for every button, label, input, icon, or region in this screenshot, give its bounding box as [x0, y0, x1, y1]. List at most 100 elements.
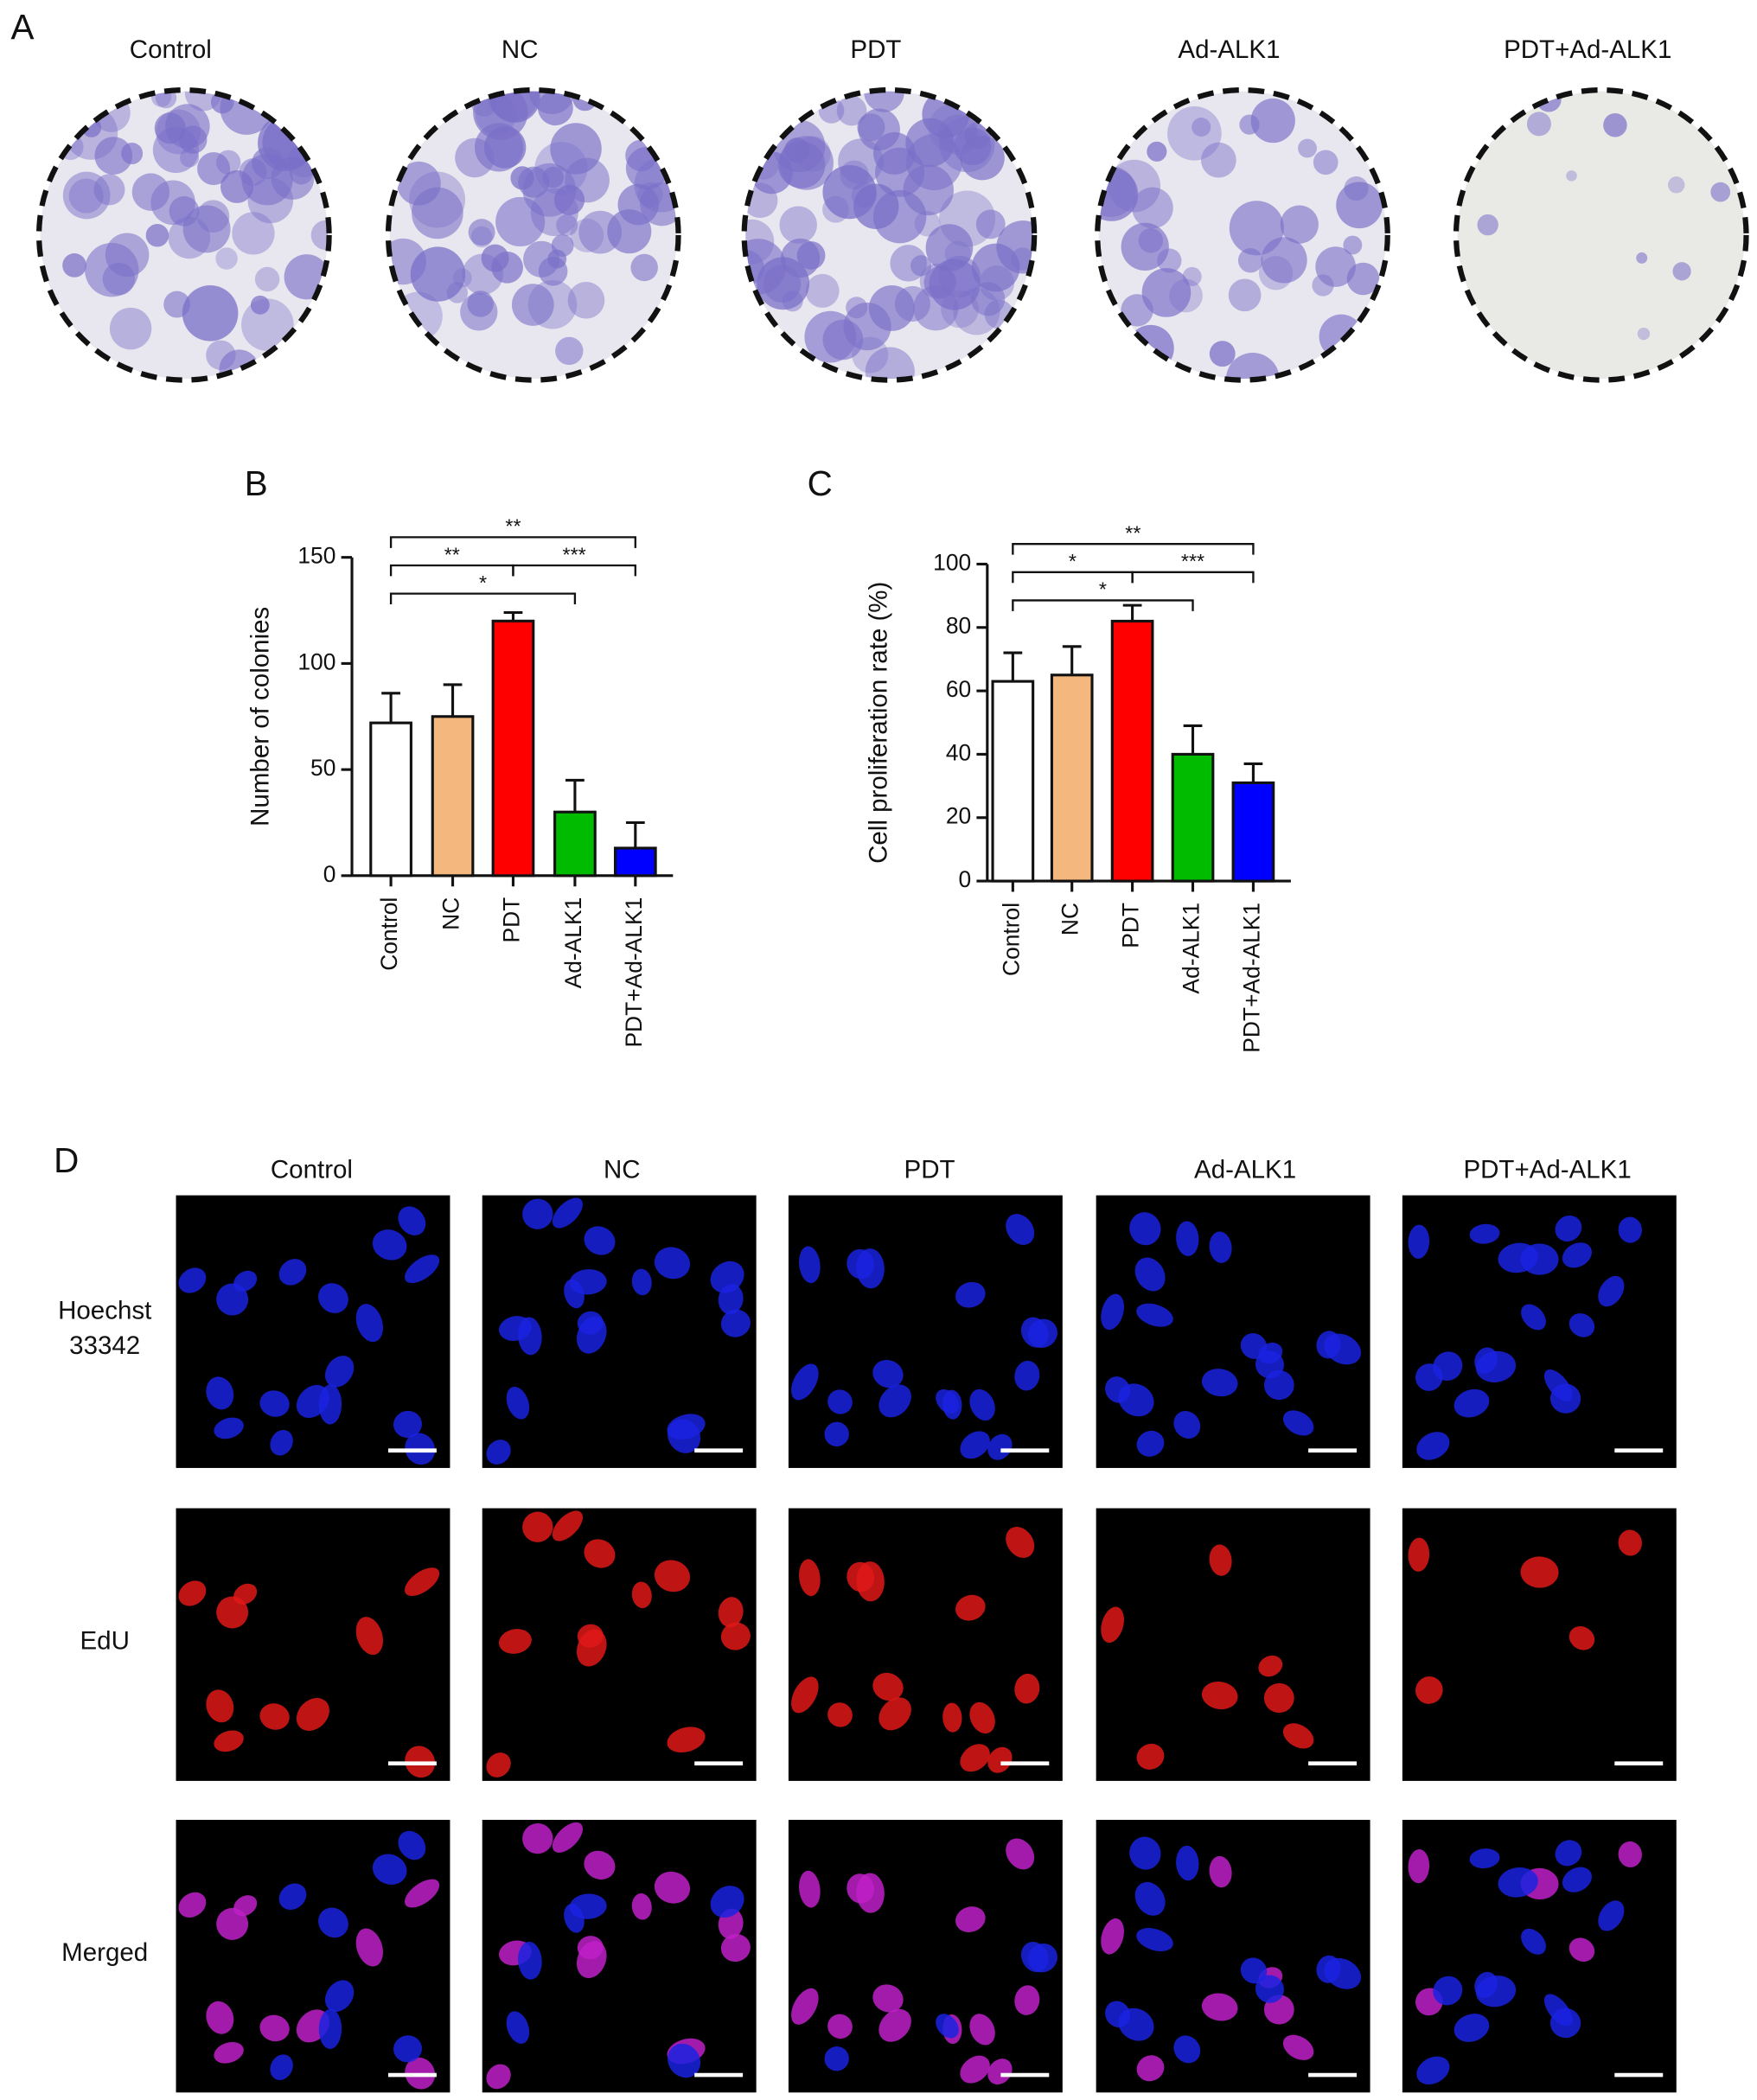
nucleus	[720, 1622, 751, 1650]
row-label: Hoechst	[58, 1297, 151, 1325]
nucleus	[1129, 1836, 1161, 1870]
colony	[784, 137, 809, 163]
nucleus	[486, 1439, 511, 1465]
colony	[511, 284, 554, 326]
plate	[745, 91, 1033, 380]
nucleus	[577, 1311, 604, 1335]
colony	[462, 253, 503, 295]
significance: *	[1069, 550, 1077, 572]
nucleus	[710, 1261, 744, 1293]
colony	[905, 133, 962, 190]
nucleus	[259, 1703, 290, 1730]
nucleus	[577, 1936, 604, 1960]
nucleus	[206, 2001, 234, 2034]
colony	[206, 340, 236, 370]
bar	[431, 715, 475, 878]
colony	[873, 131, 916, 175]
bar	[1171, 752, 1215, 883]
colony	[523, 240, 560, 278]
bracket	[512, 564, 636, 577]
nucleus	[878, 1697, 911, 1731]
colony	[220, 91, 273, 135]
nucleus	[799, 1559, 821, 1597]
nucleus	[522, 1511, 553, 1542]
nucleus	[1316, 1331, 1341, 1359]
nucleus	[584, 1850, 616, 1880]
nucleus	[405, 1254, 440, 1284]
nucleus	[1469, 1223, 1500, 1244]
nucleus	[1415, 1676, 1443, 1704]
nucleus	[1569, 1937, 1595, 1962]
colony	[1209, 341, 1236, 367]
bracket	[389, 536, 636, 548]
panel-letter: B	[245, 463, 268, 503]
nucleus	[270, 1429, 293, 1456]
nucleus	[969, 1701, 995, 1734]
colony	[182, 205, 231, 253]
nucleus	[259, 1390, 290, 1417]
x-tick-label: Control	[376, 897, 402, 971]
nucleus	[631, 1581, 652, 1609]
colony	[1603, 113, 1627, 137]
nucleus	[987, 2059, 1013, 2085]
nucleus	[324, 1980, 355, 2012]
nucleus	[1006, 1214, 1035, 1245]
nucleus	[1176, 1845, 1199, 1881]
nucleus	[233, 1583, 258, 1605]
colony	[254, 266, 280, 292]
nucleus	[522, 1198, 553, 1229]
nucleus	[955, 1281, 986, 1308]
row-label: EdU	[80, 1627, 130, 1656]
y-tick-label: 0	[959, 866, 972, 892]
nucleus	[1498, 1867, 1538, 1898]
nucleus	[1173, 2035, 1201, 2064]
nucleus	[1258, 1655, 1283, 1677]
nucleus	[1562, 1867, 1592, 1893]
colony	[805, 273, 840, 308]
bar	[1050, 673, 1094, 883]
y-tick-label: 0	[323, 861, 336, 887]
nucleus	[1433, 1351, 1463, 1382]
nucleus	[552, 1510, 583, 1541]
colony	[542, 166, 565, 188]
nucleus	[518, 1941, 542, 1980]
nucleus	[791, 1363, 819, 1401]
nucleus	[987, 1433, 1013, 1460]
nucleus	[824, 1421, 849, 1447]
y-tick-label: 100	[297, 648, 335, 674]
colony	[1298, 138, 1317, 158]
colony	[215, 247, 238, 270]
nucleus	[960, 2055, 990, 2084]
x-tick-label: PDT	[1118, 903, 1144, 948]
nucleus	[1521, 1304, 1546, 1331]
nucleus	[1549, 2007, 1581, 2039]
colony	[1280, 205, 1319, 244]
nucleus	[372, 1229, 407, 1261]
nucleus	[206, 1376, 234, 1410]
nucleus	[506, 1386, 530, 1420]
column-label: PDT	[850, 35, 901, 64]
nucleus	[506, 2011, 530, 2044]
colony	[1127, 324, 1174, 372]
colony	[284, 254, 329, 300]
colony	[779, 206, 817, 244]
colony	[975, 209, 1006, 239]
nucleus	[178, 1580, 207, 1606]
nucleus	[1598, 1900, 1625, 1931]
nucleus	[847, 1248, 875, 1280]
nucleus	[1263, 1682, 1294, 1714]
y-tick-label: 80	[946, 613, 971, 639]
nucleus	[522, 1822, 553, 1854]
nucleus	[1136, 1928, 1173, 1951]
nucleus	[1020, 1317, 1049, 1348]
bar	[491, 619, 535, 878]
colony	[836, 95, 867, 126]
nucleus	[398, 1206, 426, 1235]
nucleus	[318, 1384, 342, 1425]
colony	[1261, 237, 1307, 284]
nucleus	[1408, 1537, 1430, 1572]
nucleus	[1316, 1955, 1341, 1983]
colony	[953, 288, 1000, 335]
nucleus	[1475, 1976, 1517, 2007]
x-tick-label: Control	[998, 903, 1024, 976]
